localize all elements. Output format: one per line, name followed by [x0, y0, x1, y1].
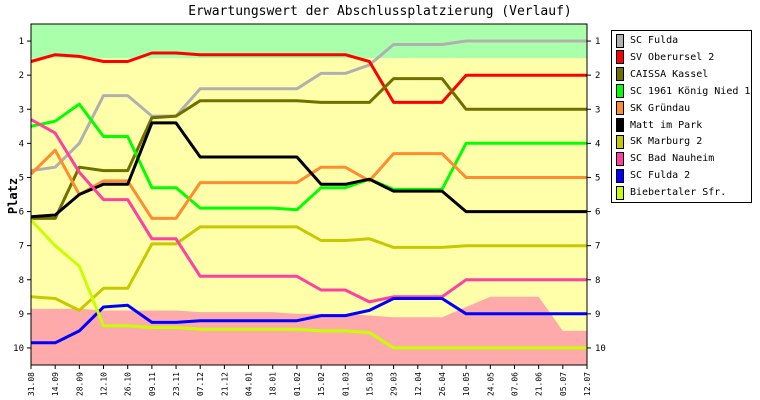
legend: SC Fulda SV Oberursel 2 CAISSA Kassel SC 19…	[611, 30, 752, 203]
legend-item: SC Fulda	[616, 33, 678, 48]
y-tick-label-left: 6	[19, 208, 24, 218]
x-tick-label: 07.06	[510, 372, 519, 396]
legend-item: SC Bad Nauheim	[616, 151, 714, 166]
x-tick-label: 12.04	[414, 372, 423, 396]
legend-swatch	[616, 50, 624, 65]
legend-item: SC Fulda 2	[616, 168, 690, 183]
y-tick-label-left: 4	[19, 139, 24, 149]
y-tick-label-left: 5	[19, 173, 24, 183]
y-axis-label-container: Platz	[6, 178, 20, 214]
x-tick-label: 05.07	[559, 372, 568, 396]
x-tick-label: 26.04	[438, 372, 447, 396]
y-tick-label-right: 9	[595, 310, 600, 320]
series-line-5	[29, 148, 587, 220]
y-tick-label-left: 8	[19, 276, 24, 286]
legend-label: SC Fulda 2	[630, 170, 691, 182]
x-tick-label: 07.12	[196, 372, 205, 396]
x-tick-label: 09.11	[148, 372, 157, 396]
band-promotion	[31, 24, 587, 59]
legend-swatch	[616, 151, 624, 166]
legend-label: CAISSA Kassel	[630, 68, 709, 80]
x-tick-label: 18.01	[269, 372, 278, 396]
x-tick-label: 21.06	[535, 372, 544, 396]
y-tick-label-right: 4	[595, 139, 600, 149]
x-tick-label: 12.07	[583, 372, 592, 396]
series-line-7	[30, 225, 587, 312]
x-tick-label: 24.05	[486, 372, 495, 396]
legend-swatch	[616, 185, 624, 200]
legend-swatch	[616, 67, 624, 82]
y-tick-label-right: 10	[595, 344, 606, 354]
y-tick-label-right: 5	[595, 173, 600, 183]
x-tick-label: 29.03	[390, 372, 399, 396]
y-tick-label-right: 2	[595, 71, 600, 81]
axes: 1 1 2 2 3 3 4 4 5 5 6 6 7 7 8 8 9 9 10 10 31.08 14.09 28.09 12.…	[13, 37, 606, 396]
series-line-9	[31, 297, 587, 345]
x-tick-label: 01.03	[341, 372, 350, 396]
legend-item: CAISSA Kassel	[616, 67, 708, 82]
legend-label: SV Oberursel 2	[630, 51, 715, 63]
legend-item: Biebertaler Sfr.	[616, 185, 726, 200]
x-tick-label: 23.11	[172, 372, 181, 396]
y-tick-label-left: 9	[19, 310, 24, 320]
legend-label: Biebertaler Sfr.	[630, 187, 727, 199]
x-tick-label: 14.09	[51, 372, 60, 396]
x-tick-label: 01.02	[293, 372, 302, 396]
legend-label: SK Gründau	[630, 102, 691, 114]
y-tick-label-right: 6	[595, 208, 600, 218]
legend-item: SK Marburg 2	[616, 134, 702, 149]
x-tick-label: 12.10	[100, 372, 109, 396]
y-tick-label-right: 1	[595, 37, 600, 47]
x-tick-label: 04.01	[245, 372, 254, 396]
x-tick-label: 15.02	[317, 372, 326, 396]
x-tick-label: 21.12	[220, 372, 229, 396]
series-line-2	[30, 51, 587, 104]
y-tick-label-left: 10	[13, 344, 24, 354]
legend-label: SC Bad Nauheim	[630, 153, 715, 165]
y-axis-label: Platz	[6, 178, 20, 214]
legend-swatch	[616, 118, 624, 132]
legend-swatch	[616, 101, 624, 116]
y-tick-label-left: 1	[19, 37, 24, 47]
legend-item: SC 1961 König Nied 1	[616, 84, 750, 99]
y-tick-label-right: 8	[595, 276, 600, 286]
legend-label: SK Marburg 2	[630, 136, 703, 148]
legend-label: Matt im Park	[630, 119, 703, 131]
chart-title: Erwartungswert der Abschlussplatzierung …	[188, 4, 572, 19]
y-tick-label-right: 3	[595, 105, 600, 115]
series-line-10	[29, 219, 587, 350]
legend-label: SC Fulda	[630, 35, 679, 46]
y-tick-label-left: 3	[19, 105, 24, 115]
series-line-8	[30, 118, 587, 304]
x-tick-label: 15.03	[365, 372, 374, 396]
series-line-6	[30, 121, 587, 219]
legend-item: SV Oberursel 2	[616, 50, 714, 65]
legend-swatch	[616, 84, 624, 99]
series-lines	[29, 39, 587, 350]
y-tick-label-left: 7	[19, 242, 24, 252]
background-bands	[31, 24, 587, 365]
legend-label: SC 1961 König Nied 1	[630, 85, 751, 97]
series-line-3	[31, 77, 587, 220]
plot-frame	[30, 23, 588, 366]
x-tick-label: 10.05	[462, 372, 471, 396]
legend-item: SK Gründau	[616, 101, 690, 116]
legend-swatch	[616, 168, 624, 183]
legend-swatch	[616, 33, 624, 48]
x-tick-label: 31.08	[27, 372, 36, 396]
x-tick-label: 26.10	[124, 372, 133, 396]
legend-swatch	[616, 134, 624, 149]
x-tick-label: 28.09	[75, 372, 84, 396]
y-tick-label-left: 2	[19, 71, 24, 81]
series-line-1	[30, 39, 587, 173]
series-line-4	[30, 102, 587, 212]
legend-item: Matt im Park	[616, 118, 702, 133]
y-tick-label-right: 7	[595, 242, 600, 252]
